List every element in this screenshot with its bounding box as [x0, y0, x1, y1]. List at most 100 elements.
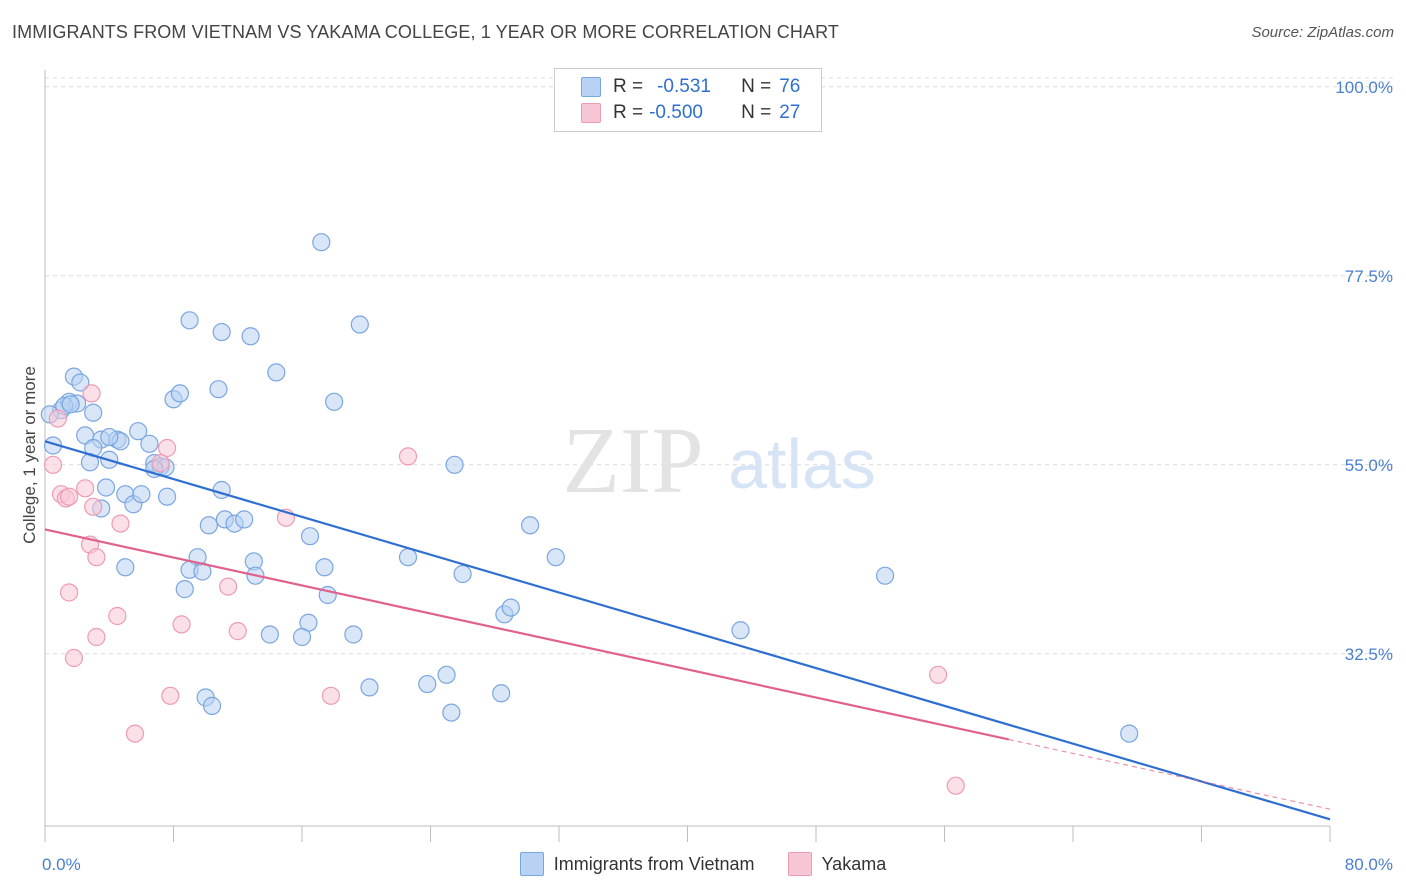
yakama-point	[76, 479, 95, 498]
yakama-point	[43, 455, 63, 474]
vietnam-point	[235, 510, 254, 529]
yakama-point	[321, 686, 341, 705]
legend-label: Yakama	[821, 853, 887, 874]
vietnam-point	[398, 548, 418, 567]
y-tick-label: 32.5%	[1345, 645, 1393, 664]
r-value: -0.531	[657, 76, 711, 97]
vietnam-point	[546, 548, 565, 567]
vietnam-point	[116, 558, 135, 577]
vietnam-point	[241, 327, 260, 346]
vietnam-point	[132, 485, 151, 504]
y-tick-label: 100.0%	[1335, 78, 1393, 97]
vietnam-point	[175, 580, 194, 599]
y-tick-label: 77.5%	[1345, 267, 1393, 286]
vietnam-point	[437, 665, 456, 684]
vietnam-point	[140, 434, 159, 453]
vietnam-point	[292, 627, 312, 647]
yakama-point	[172, 615, 191, 634]
x-tick-labels: 0.0% 80.0%	[42, 855, 1393, 874]
vietnam-point	[315, 558, 334, 577]
vietnam-point	[170, 384, 190, 403]
yakama-point	[59, 583, 79, 602]
yakama-point	[219, 577, 238, 596]
yakama-point	[84, 497, 103, 516]
yakama-point	[111, 514, 130, 533]
trend-lines	[44, 440, 1331, 821]
n-label: N =	[741, 76, 772, 97]
vietnam-point	[202, 696, 222, 715]
x-axis-ticks	[44, 826, 1331, 842]
y-tick-labels: 32.5% 55.0% 77.5% 100.0%	[1335, 78, 1393, 664]
yakama-point	[161, 686, 180, 705]
vietnam-point	[199, 516, 218, 535]
vietnam-point	[267, 363, 286, 382]
legend-label: Immigrants from Vietnam	[553, 853, 755, 874]
vietnam-point	[418, 674, 437, 694]
yakama-trend-line	[44, 528, 1009, 741]
vietnam-point	[445, 455, 464, 474]
r-label: R =	[613, 76, 644, 97]
vietnam-point	[84, 403, 103, 422]
yakama-point	[82, 384, 101, 403]
chart-title: IMMIGRANTS FROM VIETNAM VS YAKAMA COLLEG…	[12, 22, 839, 42]
vietnam-point	[1120, 724, 1139, 743]
x-tick-label: 80.0%	[1345, 855, 1393, 874]
vietnam-point	[731, 621, 750, 640]
watermark-zip: ZIP	[563, 409, 704, 513]
vietnam-trend-line	[44, 440, 1331, 821]
vietnam-point	[212, 322, 231, 342]
vietnam-point	[492, 684, 511, 703]
yakama-point	[87, 548, 106, 567]
vietnam-point	[442, 703, 461, 722]
vietnam-point	[129, 422, 148, 441]
vietnam-point	[157, 487, 177, 506]
yakama-point	[108, 606, 127, 626]
vietnam-point	[260, 625, 279, 644]
vietnam-point	[360, 678, 379, 697]
vietnam-point	[100, 427, 119, 447]
vietnam-point	[520, 516, 540, 535]
yakama-point	[125, 724, 145, 743]
data-points	[40, 233, 1139, 795]
n-value: 27	[779, 102, 801, 123]
yakama-point	[398, 447, 418, 466]
yakama-trend-extension	[1008, 738, 1331, 810]
vietnam-point	[453, 564, 472, 584]
vietnam-point	[875, 566, 895, 585]
r-label: R =	[613, 102, 644, 123]
yakama-point	[157, 438, 177, 458]
legend-item-yakama: Yakama	[787, 852, 887, 876]
y-tick-label: 55.0%	[1345, 456, 1393, 475]
vietnam-point	[61, 395, 80, 414]
stats-legend: R = -0.531 N = 76 R = -0.500 N = 27	[554, 68, 822, 132]
series-legend: Immigrants from Vietnam Yakama	[0, 852, 1406, 881]
yakama-swatch	[581, 103, 601, 123]
yakama-swatch	[787, 852, 812, 876]
vietnam-point	[96, 478, 116, 497]
yakama-point	[151, 454, 170, 473]
yakama-point	[59, 487, 79, 506]
vietnam-point	[501, 598, 520, 617]
yakama-point	[87, 627, 106, 647]
yakama-point	[928, 665, 948, 684]
yakama-point	[228, 622, 247, 641]
vietnam-point	[180, 311, 199, 330]
vietnam-point	[71, 373, 90, 392]
n-label: N =	[741, 102, 772, 123]
x-tick-label: 0.0%	[42, 855, 81, 874]
yakama-point	[64, 648, 84, 668]
zipatlas-watermark: ZIP atlas	[563, 409, 876, 513]
vietnam-point	[312, 233, 331, 252]
stats-legend-row-vietnam: R = -0.531 N = 76	[581, 74, 800, 100]
r-value: -0.500	[649, 102, 703, 123]
source-label: Source: ZipAtlas.com	[1251, 24, 1394, 41]
stats-legend-row-yakama: R = -0.500 N = 27	[581, 100, 800, 126]
vietnam-point	[209, 380, 228, 399]
vietnam-point	[300, 527, 320, 546]
n-value: 76	[779, 76, 801, 97]
watermark-atlas: atlas	[728, 425, 876, 503]
vietnam-point	[350, 315, 369, 334]
vietnam-point	[325, 392, 344, 411]
legend-item-vietnam: Immigrants from Vietnam	[519, 852, 755, 876]
